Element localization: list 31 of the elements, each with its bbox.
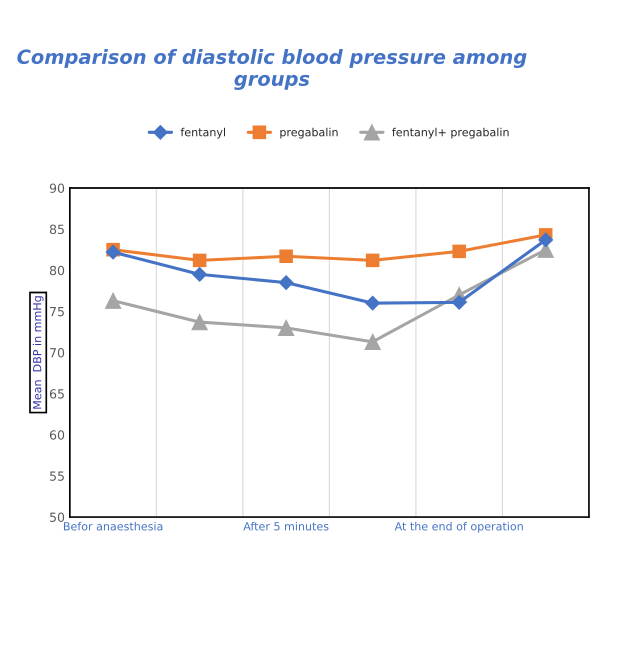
point <box>104 292 122 309</box>
y-axis-title: Mean DBP in mmHg <box>32 296 44 409</box>
point <box>452 294 467 310</box>
y-tick-label: 50 <box>50 512 64 522</box>
point <box>191 314 208 330</box>
y-tick-label: 75 <box>50 307 64 316</box>
y-tick-label: 65 <box>50 389 64 399</box>
y-tick-label: 70 <box>50 348 64 358</box>
chart-title: Comparison of diastolic blood pressure among groups <box>17 49 527 90</box>
point <box>366 254 380 268</box>
point <box>365 296 380 311</box>
x-tick-label: At the end of operation <box>394 522 523 533</box>
point <box>106 244 120 260</box>
point <box>364 334 381 350</box>
legend-label: pregabalin <box>280 128 338 139</box>
y-tick-label: 80 <box>50 266 64 276</box>
point <box>538 232 554 248</box>
y-tick-label: 60 <box>50 430 64 440</box>
y-tick-label: 85 <box>50 224 64 234</box>
point <box>192 266 208 282</box>
point <box>279 250 293 264</box>
x-tick-label: After 5 minutes <box>243 522 328 530</box>
point <box>192 254 206 268</box>
legend-label: fentanyl+ pregabalin <box>392 128 509 139</box>
point <box>278 275 294 290</box>
y-tick-label: 55 <box>50 472 64 481</box>
legend-label: fentanyl <box>180 128 226 139</box>
point <box>452 244 466 258</box>
y-tick-label: 90 <box>50 183 64 193</box>
point <box>278 320 294 336</box>
x-tick-label: Befor anaesthesia <box>64 522 162 530</box>
